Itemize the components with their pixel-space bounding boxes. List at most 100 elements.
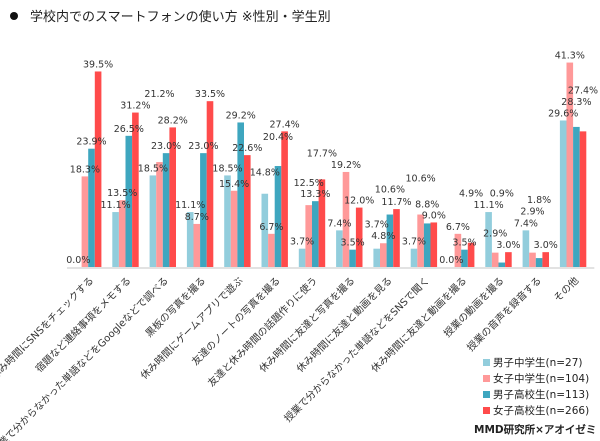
x-tick-label: その他 xyxy=(551,274,581,304)
bar xyxy=(491,252,499,267)
data-label: 21.2% xyxy=(144,89,174,100)
data-label: 22.6% xyxy=(232,143,262,154)
bar xyxy=(336,230,343,267)
data-label: 7.4% xyxy=(514,218,538,229)
data-label: 3.5% xyxy=(452,238,476,249)
data-label: 2.9% xyxy=(520,207,544,218)
data-label: 13.3% xyxy=(300,189,330,200)
legend-swatch xyxy=(483,359,490,366)
bullet-icon xyxy=(10,12,18,20)
bar xyxy=(156,162,163,267)
data-label: 0.0% xyxy=(439,255,463,266)
data-label: 0.9% xyxy=(490,189,514,200)
bar xyxy=(355,207,363,267)
data-label: 29.6% xyxy=(548,108,578,119)
bar xyxy=(312,201,319,267)
bar xyxy=(461,249,468,267)
data-label: 28.3% xyxy=(561,97,591,108)
bar xyxy=(162,153,170,267)
bar xyxy=(237,122,244,268)
data-label: 18.5% xyxy=(138,163,168,174)
bar xyxy=(566,62,574,267)
bar xyxy=(206,101,214,267)
bar xyxy=(410,248,418,267)
data-label: 39.5% xyxy=(83,59,113,70)
legend-item: 女子高校生(n=266) xyxy=(483,403,589,419)
legend-label: 女子中学生(n=104) xyxy=(493,373,590,385)
data-label: 3.7% xyxy=(365,220,389,231)
bar xyxy=(380,243,387,267)
x-tick-label: 授業の音声を録音する xyxy=(464,274,544,354)
data-label: 26.5% xyxy=(114,124,144,135)
data-label: 6.7% xyxy=(259,222,283,233)
bar xyxy=(573,126,580,267)
bar xyxy=(81,176,89,267)
data-label: 12.0% xyxy=(344,196,374,207)
bar xyxy=(305,205,312,267)
source-credit: MMD研究所×アオイゼミ xyxy=(474,424,597,436)
data-label: 15.4% xyxy=(219,179,249,190)
bar xyxy=(430,222,438,267)
data-label: 3.0% xyxy=(496,240,520,251)
bar xyxy=(224,175,231,267)
legend-item: 男子中学生(n=27) xyxy=(483,355,589,371)
bar xyxy=(244,155,251,267)
bar xyxy=(349,249,356,267)
bar xyxy=(112,212,119,267)
bar xyxy=(498,262,506,267)
bar xyxy=(281,131,288,267)
data-label: 6.7% xyxy=(446,222,470,233)
legend-item: 女子中学生(n=104) xyxy=(483,371,589,387)
data-label: 4.9% xyxy=(459,189,483,200)
data-label: 18.5% xyxy=(212,163,242,174)
data-label: 18.3% xyxy=(70,164,100,175)
data-label: 3.0% xyxy=(534,240,558,251)
data-label: 19.2% xyxy=(331,160,361,171)
data-label: 28.2% xyxy=(158,115,188,126)
bar xyxy=(125,135,133,267)
bar xyxy=(454,233,462,267)
data-label: 41.3% xyxy=(555,51,585,62)
bar xyxy=(298,248,306,267)
bar xyxy=(149,175,157,267)
bar xyxy=(342,171,350,267)
legend: 男子中学生(n=27) 女子中学生(n=104) 男子高校生(n=113) 女子… xyxy=(483,355,589,419)
chart-title: 学校内でのスマートフォンの使い方 ※性別・学生別 xyxy=(10,6,331,25)
bar xyxy=(118,200,126,267)
data-label: 29.2% xyxy=(226,110,256,121)
data-label: 10.6% xyxy=(375,185,405,196)
bar xyxy=(485,212,492,267)
bar xyxy=(542,252,549,267)
bar xyxy=(467,242,475,267)
bar xyxy=(535,258,543,267)
data-label: 2.9% xyxy=(483,229,507,240)
bar xyxy=(373,248,380,267)
data-label: 11.1% xyxy=(175,200,205,211)
legend-swatch xyxy=(483,375,490,382)
bar xyxy=(393,209,400,267)
data-label: 11.7% xyxy=(381,197,411,208)
bar xyxy=(522,230,530,267)
bar xyxy=(579,131,587,267)
bar xyxy=(200,153,207,267)
bar xyxy=(132,112,139,267)
bar xyxy=(318,179,326,267)
data-label: 14.8% xyxy=(250,168,280,179)
data-label: 12.5% xyxy=(294,178,324,189)
data-label: 3.7% xyxy=(402,237,426,248)
legend-label: 女子高校生(n=266) xyxy=(493,405,590,417)
bar xyxy=(417,214,424,267)
data-label: 7.4% xyxy=(327,218,351,229)
legend-item: 男子高校生(n=113) xyxy=(483,387,589,403)
data-label: 27.4% xyxy=(270,119,300,130)
bar xyxy=(274,166,282,267)
bar xyxy=(193,223,201,267)
data-label: 13.5% xyxy=(107,188,137,199)
data-label: 23.0% xyxy=(151,141,181,152)
data-label: 20.4% xyxy=(263,132,293,143)
bar xyxy=(559,120,567,267)
data-labels-layer: 0.0%18.3%23.9%39.5%11.1%13.5%26.5%31.2%1… xyxy=(66,51,598,266)
data-label: 8.7% xyxy=(185,212,209,223)
legend-label: 男子中学生(n=27) xyxy=(493,357,583,369)
bars-layer xyxy=(81,62,587,268)
